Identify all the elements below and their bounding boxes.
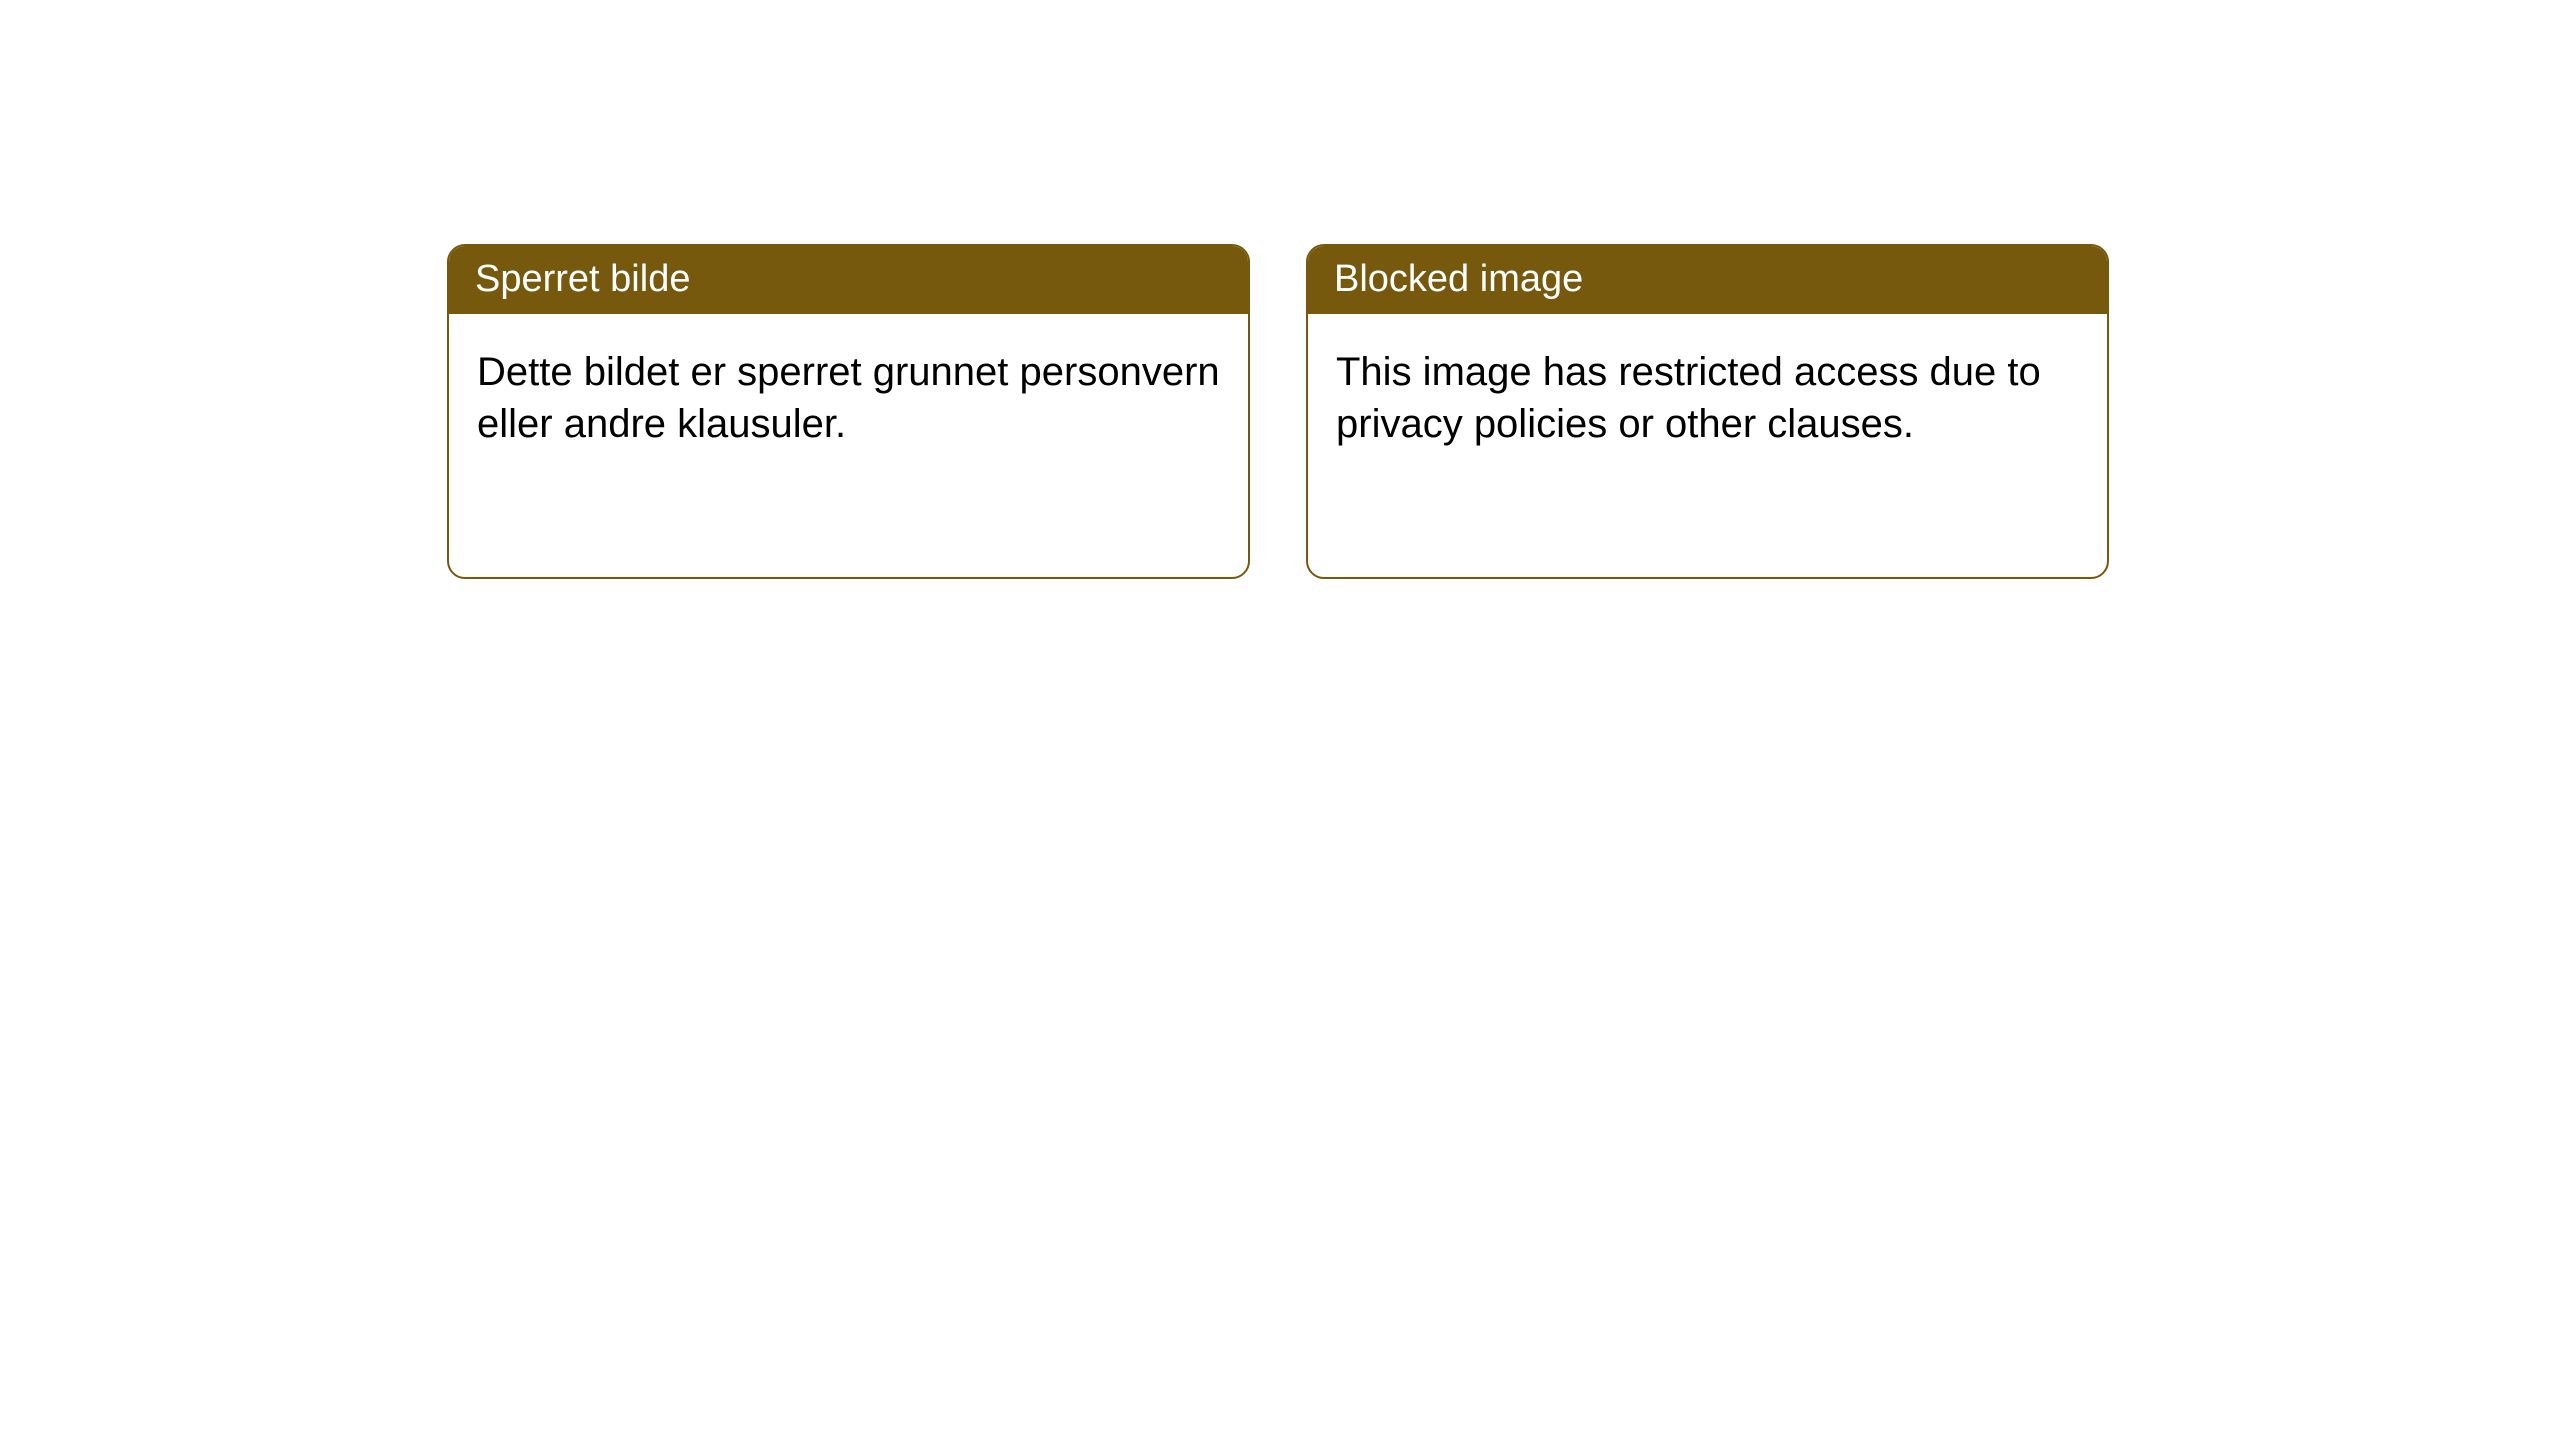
card-header: Sperret bilde <box>449 246 1248 314</box>
card-body-text: This image has restricted access due to … <box>1336 350 2041 446</box>
card-body-text: Dette bildet er sperret grunnet personve… <box>477 350 1220 446</box>
card-title: Sperret bilde <box>475 258 690 300</box>
notice-card-english: Blocked image This image has restricted … <box>1306 244 2109 579</box>
notice-card-norwegian: Sperret bilde Dette bildet er sperret gr… <box>447 244 1250 579</box>
notice-cards-container: Sperret bilde Dette bildet er sperret gr… <box>447 244 2109 579</box>
card-body: This image has restricted access due to … <box>1308 314 2107 482</box>
card-body: Dette bildet er sperret grunnet personve… <box>449 314 1248 482</box>
card-title: Blocked image <box>1334 258 1583 300</box>
card-header: Blocked image <box>1308 246 2107 314</box>
